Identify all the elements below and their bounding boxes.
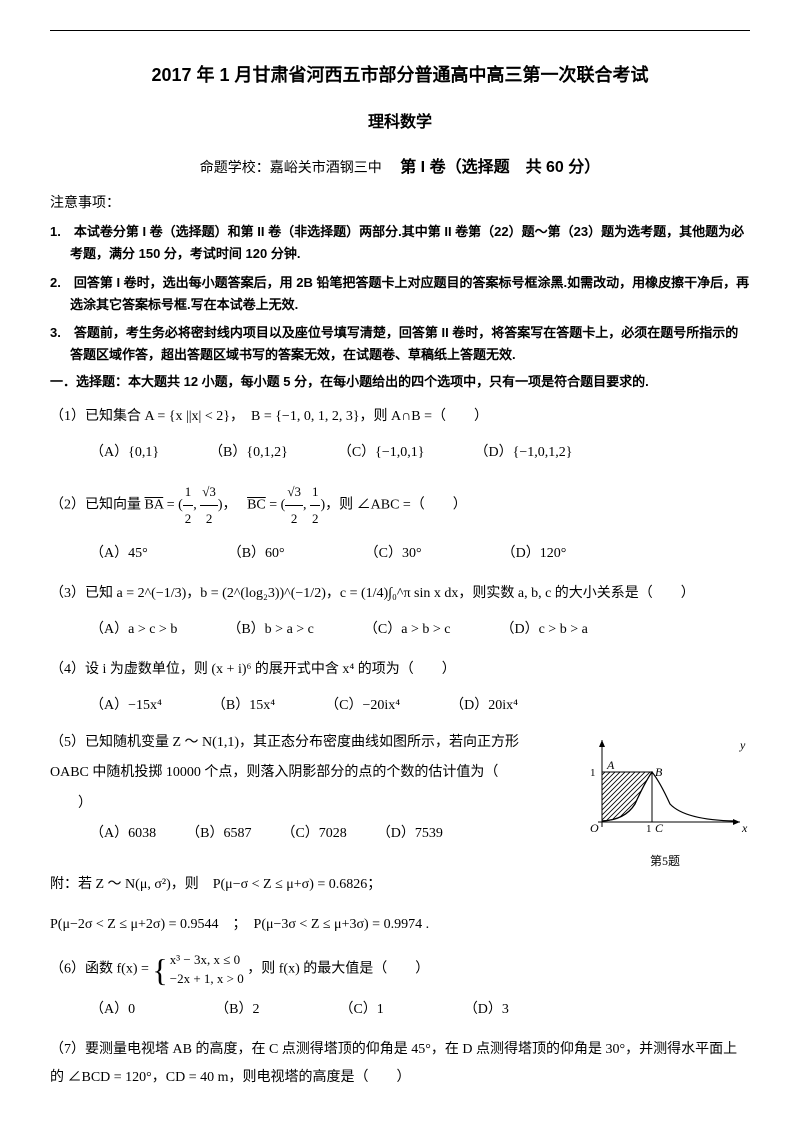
q4-opt-b: （B）15x⁴ <box>212 692 275 720</box>
question-3-options: （A）a > c > b （B）b > a > c （C）a > b > c （… <box>50 616 750 644</box>
q2-opt-a: （A）45° <box>90 540 148 568</box>
q3-opt-b: （B）b > a > c <box>227 616 314 644</box>
page-top-divider <box>50 30 750 31</box>
q4-opt-d: （D）20ix⁴ <box>450 692 518 720</box>
q2-opt-d: （D）120° <box>502 540 567 568</box>
question-5: （5）已知随机变量 Z ～ N(1,1)，其正态分布密度曲线如图所示，若向正方形… <box>50 732 750 872</box>
vector-ba: BA <box>145 497 164 512</box>
question-2-options: （A）45° （B）60° （C）30° （D）120° <box>50 540 750 568</box>
q4-opt-a: （A）−15x⁴ <box>90 692 162 720</box>
question-7-stem: （7）要测量电视塔 AB 的高度，在 C 点测得塔顶的仰角是 45°，在 D 点… <box>50 1036 750 1092</box>
notice-header: 注意事项： <box>50 193 750 215</box>
question-6-options: （A）0 （B）2 （C）1 （D）3 <box>50 996 750 1024</box>
exam-title: 2017 年 1 月甘肃省河西五市部分普通高中高三第一次联合考试 <box>50 61 750 90</box>
question-1-stem: （1）已知集合 A = {x ||x| < 2}， B = {−1, 0, 1,… <box>50 403 750 431</box>
tick-1-x: 1 <box>646 823 652 835</box>
question-1: （1）已知集合 A = {x ||x| < 2}， B = {−1, 0, 1,… <box>50 403 750 467</box>
q1-opt-b: （B）{0,1,2} <box>209 439 288 467</box>
origin-label: O <box>590 821 599 835</box>
question-2: （2）已知向量 BA = (12, √32)， BC = (√32, 12)，则… <box>50 479 750 568</box>
question-4: （4）设 i 为虚数单位，则 (x + i)⁶ 的展开式中含 x⁴ 的项为（ ）… <box>50 656 750 720</box>
question-5-line2: OABC 中随机投掷 10000 个点，则落入阴影部分的点的个数的估计值为（ <box>50 762 570 784</box>
credit-line: 命题学校：嘉峪关市酒钢三中 第 I 卷（选择题 共 60 分） <box>50 155 750 181</box>
question-3: （3）已知 a = 2^(−1/3)，b = (2^(log₂3))^(−1/2… <box>50 580 750 644</box>
question-1-options: （A）{0,1} （B）{0,1,2} （C）{−1,0,1} （D）{−1,0… <box>50 439 750 467</box>
question-4-stem: （4）设 i 为虚数单位，则 (x + i)⁶ 的展开式中含 x⁴ 的项为（ ） <box>50 656 750 684</box>
question-4-options: （A）−15x⁴ （B）15x⁴ （C）−20ix⁴ （D）20ix⁴ <box>50 692 750 720</box>
q3-opt-a: （A）a > c > b <box>90 616 177 644</box>
q5-opt-b: （B）6587 <box>186 823 251 845</box>
question-5-line1: （5）已知随机变量 Z ～ N(1,1)，其正态分布密度曲线如图所示，若向正方形 <box>50 732 570 754</box>
supplement-line2: P(μ−2σ < Z ≤ μ+2σ) = 0.9544 ； P(μ−3σ < Z… <box>50 911 750 939</box>
normal-curve-figure: y x O 1 A B C 1 <box>580 732 750 842</box>
question-2-stem: （2）已知向量 BA = (12, √32)， BC = (√32, 12)，则… <box>50 479 750 532</box>
question-5-figure: y x O 1 A B C 1 第5题 <box>580 732 750 872</box>
q5-opt-c: （C）7028 <box>281 823 346 845</box>
exam-subtitle: 理科数学 <box>50 110 750 136</box>
q6-opt-c: （C）1 <box>339 996 383 1024</box>
axis-y-label: y <box>739 738 746 752</box>
question-5-line3: ） <box>50 793 570 815</box>
q3-opt-d: （D）c > b > a <box>500 616 587 644</box>
figure-caption: 第5题 <box>580 852 750 871</box>
q5-opt-a: （A）6038 <box>90 823 156 845</box>
question-6: （6）函数 f(x) = { x³ − 3x, x ≤ 0 −2x + 1, x… <box>50 951 750 1023</box>
q4-opt-c: （C）−20ix⁴ <box>325 692 400 720</box>
vector-bc: BC <box>247 497 266 512</box>
supplement-line1: 附：若 Z ～ N(μ, σ²)，则 P(μ−σ < Z ≤ μ+σ) = 0.… <box>50 871 750 899</box>
notice-item-1: 1. 本试卷分第 I 卷（选择题）和第 II 卷（非选择题）两部分.其中第 II… <box>50 221 750 265</box>
question-6-stem: （6）函数 f(x) = { x³ − 3x, x ≤ 0 −2x + 1, x… <box>50 951 750 987</box>
point-a: A <box>606 758 615 772</box>
q5-opt-d: （D）7539 <box>377 823 443 845</box>
q2-opt-c: （C）30° <box>365 540 422 568</box>
point-b: B <box>655 765 663 779</box>
q1-opt-c: （C）{−1,0,1} <box>338 439 425 467</box>
q6-opt-d: （D）3 <box>464 996 509 1024</box>
q3-opt-c: （C）a > b > c <box>364 616 451 644</box>
question-5-options: （A）6038 （B）6587 （C）7028 （D）7539 <box>50 823 570 845</box>
notice-item-3: 3. 答题前，考生务必将密封线内项目以及座位号填写清楚，回答第 II 卷时，将答… <box>50 322 750 366</box>
q6-opt-b: （B）2 <box>215 996 259 1024</box>
credit-school: 命题学校：嘉峪关市酒钢三中 <box>200 161 382 176</box>
q1-opt-a: （A）{0,1} <box>90 439 159 467</box>
question-3-stem: （3）已知 a = 2^(−1/3)，b = (2^(log₂3))^(−1/2… <box>50 580 750 608</box>
notice-item-2: 2. 回答第 I 卷时，选出每小题答案后，用 2B 铅笔把答题卡上对应题目的答案… <box>50 272 750 316</box>
q2-opt-b: （B）60° <box>228 540 285 568</box>
q6-opt-a: （A）0 <box>90 996 135 1024</box>
point-c: C <box>655 821 664 835</box>
tick-1-y: 1 <box>590 767 596 779</box>
piecewise-function: { x³ − 3x, x ≤ 0 −2x + 1, x > 0 <box>152 951 243 987</box>
axis-x-label: x <box>741 821 748 835</box>
section-1-label: 第 I 卷（选择题 共 60 分） <box>400 159 600 176</box>
section-1-header: 一．选择题：本大题共 12 小题，每小题 5 分，在每小题给出的四个选项中，只有… <box>50 372 750 393</box>
question-7: （7）要测量电视塔 AB 的高度，在 C 点测得塔顶的仰角是 45°，在 D 点… <box>50 1036 750 1092</box>
q1-opt-d: （D）{−1,0,1,2} <box>475 439 573 467</box>
